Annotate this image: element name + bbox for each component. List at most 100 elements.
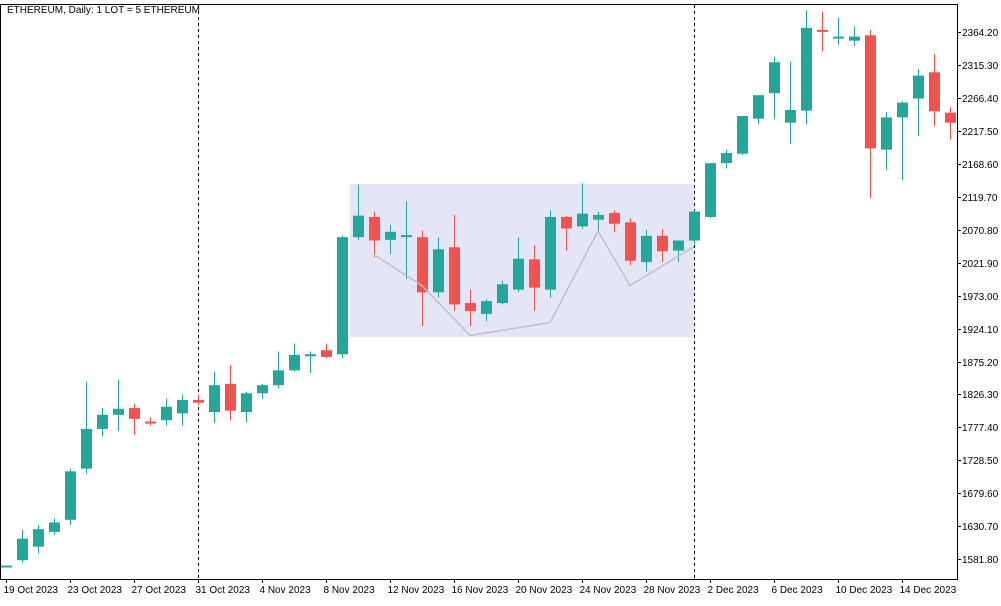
candle	[321, 343, 332, 359]
candle-body	[529, 259, 540, 288]
candle	[945, 107, 956, 140]
candle-body	[513, 258, 524, 290]
candle-body	[593, 214, 604, 220]
candle	[449, 214, 460, 312]
candle-body	[401, 235, 412, 238]
candle-body	[689, 211, 700, 241]
y-tick-label: 2217.50	[962, 127, 999, 138]
candle-body	[465, 303, 476, 312]
candle-body	[33, 529, 44, 547]
candle-body	[609, 212, 620, 224]
candle-body	[753, 95, 764, 119]
x-tick-label: 12 Nov 2023	[388, 585, 445, 596]
candle	[81, 381, 92, 475]
candle	[817, 11, 828, 52]
candle-body	[417, 237, 428, 293]
x-tick-label: 8 Nov 2023	[324, 585, 376, 596]
candle-body	[929, 72, 940, 112]
candle-body	[273, 370, 284, 386]
x-tick-label: 4 Nov 2023	[260, 585, 312, 596]
candle-body	[81, 428, 92, 469]
candle	[689, 210, 700, 244]
candle-body	[721, 153, 732, 164]
candle-body	[289, 354, 300, 371]
candle-body	[625, 222, 636, 261]
candle-body	[145, 421, 156, 424]
candle	[65, 468, 76, 526]
candle-body	[449, 247, 460, 305]
candle	[353, 184, 364, 240]
candle	[49, 518, 60, 535]
candle	[561, 215, 572, 251]
candle	[161, 398, 172, 426]
candle	[97, 408, 108, 437]
candle-body	[657, 235, 668, 252]
candle-body	[209, 385, 220, 413]
candle	[529, 245, 540, 312]
candle	[289, 343, 300, 372]
candle	[897, 101, 908, 180]
candle	[481, 299, 492, 322]
candle-body	[641, 235, 652, 263]
candle-body	[369, 216, 380, 241]
y-tick-label: 1973.00	[962, 292, 999, 303]
candle	[769, 56, 780, 120]
x-tick-label: 24 Nov 2023	[580, 585, 637, 596]
y-tick-label: 2315.30	[962, 61, 999, 72]
candle	[497, 280, 508, 305]
candle	[193, 394, 204, 406]
x-tick-label: 31 Oct 2023	[196, 585, 251, 596]
y-tick-label: 1630.70	[962, 522, 999, 533]
candle	[625, 218, 636, 266]
candle	[881, 111, 892, 170]
candle	[401, 201, 412, 279]
candle	[465, 289, 476, 326]
candle	[785, 61, 796, 145]
candle-body	[945, 112, 956, 123]
candle	[33, 525, 44, 554]
candle-body	[49, 522, 60, 532]
candle-body	[129, 408, 140, 419]
x-tick-label: 23 Oct 2023	[68, 585, 123, 596]
candle-body	[65, 471, 76, 520]
candle	[241, 391, 252, 423]
candle-body	[161, 406, 172, 421]
candle-body	[801, 27, 812, 111]
x-tick-label: 19 Oct 2023	[4, 585, 59, 596]
y-tick-label: 1581.80	[962, 555, 999, 566]
candle	[801, 10, 812, 125]
candle	[433, 237, 444, 298]
x-tick-label: 6 Dec 2023	[772, 585, 824, 596]
candle	[305, 351, 316, 374]
x-tick-label: 27 Oct 2023	[132, 585, 187, 596]
candle-body	[353, 215, 364, 238]
candle	[177, 394, 188, 426]
candle-body	[17, 538, 28, 561]
candle-body	[305, 354, 316, 357]
candle	[1, 565, 12, 568]
candle-body	[225, 383, 236, 411]
candle	[513, 237, 524, 293]
candle	[369, 211, 380, 258]
candle	[113, 379, 124, 431]
candle	[609, 210, 620, 232]
candle-body	[257, 385, 268, 394]
candle	[865, 29, 876, 199]
candle	[337, 235, 348, 359]
candle-body	[833, 36, 844, 39]
candle-body	[817, 29, 828, 32]
y-tick-label: 1826.30	[962, 390, 999, 401]
candle	[145, 417, 156, 426]
candle-body	[97, 414, 108, 429]
y-tick-label: 1728.50	[962, 456, 999, 467]
candle	[929, 54, 940, 127]
candle-body	[785, 109, 796, 123]
candle	[209, 371, 220, 423]
candle	[593, 211, 604, 231]
x-tick-label: 10 Dec 2023	[836, 585, 893, 596]
candle-body	[881, 117, 892, 150]
candle	[849, 26, 860, 47]
candle-body	[561, 216, 572, 229]
candle-body	[241, 393, 252, 413]
